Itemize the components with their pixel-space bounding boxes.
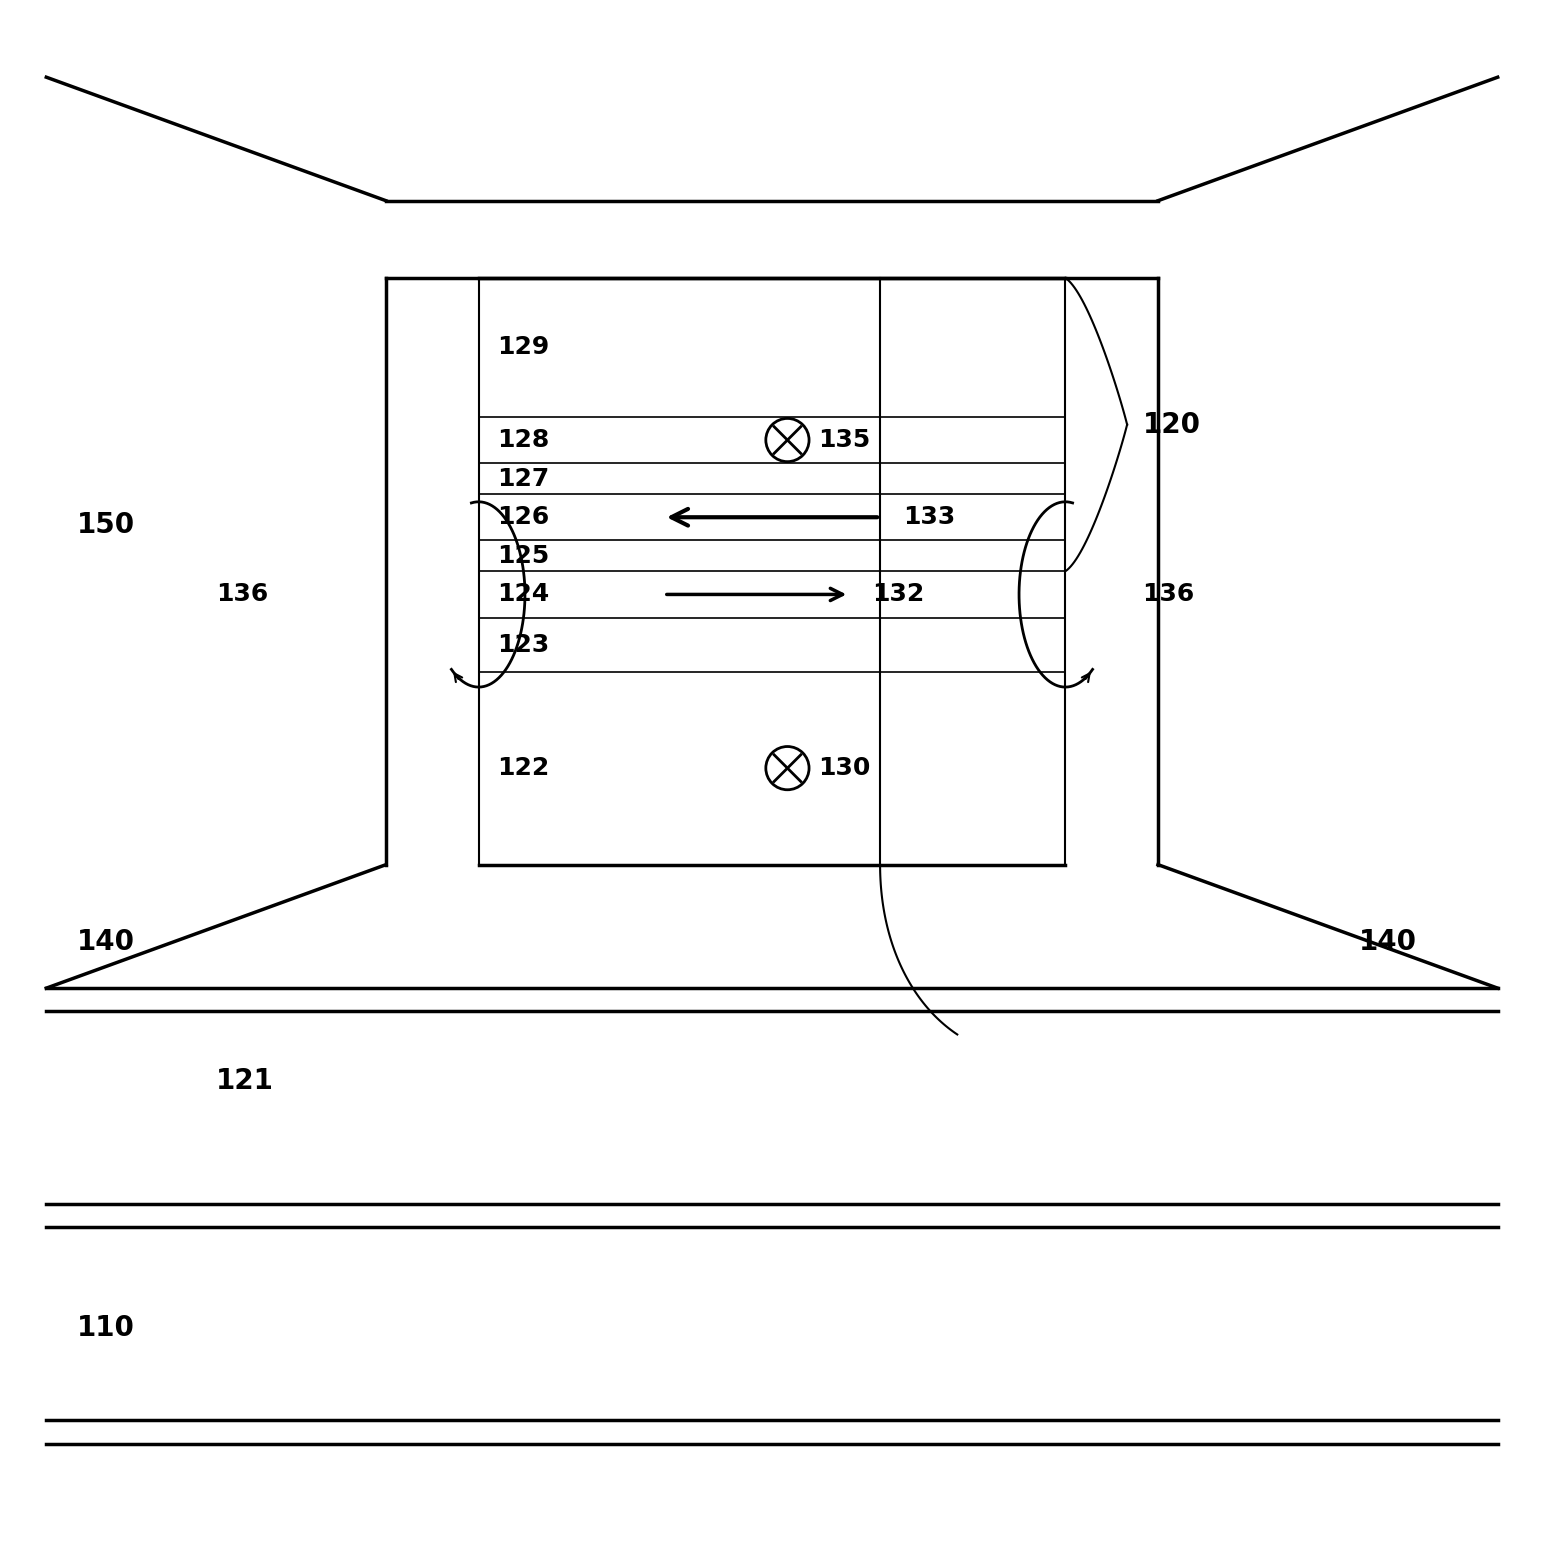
Text: 140: 140 — [77, 928, 136, 956]
Text: 121: 121 — [216, 1067, 273, 1095]
Circle shape — [766, 746, 809, 789]
Text: 136: 136 — [216, 582, 269, 607]
Text: 128: 128 — [497, 428, 550, 452]
Text: 120: 120 — [1143, 411, 1201, 438]
Text: 140: 140 — [1359, 928, 1417, 956]
Text: 124: 124 — [497, 582, 550, 607]
Text: 123: 123 — [497, 633, 550, 656]
Text: 127: 127 — [497, 466, 550, 491]
Text: 135: 135 — [818, 428, 871, 452]
Circle shape — [766, 418, 809, 462]
Text: 129: 129 — [497, 335, 550, 360]
Text: 126: 126 — [497, 505, 550, 530]
Text: 125: 125 — [497, 543, 550, 568]
Text: 110: 110 — [77, 1314, 134, 1342]
Text: 136: 136 — [1143, 582, 1195, 607]
Text: 122: 122 — [497, 757, 550, 780]
Text: 132: 132 — [872, 582, 925, 607]
Text: 150: 150 — [77, 511, 136, 539]
Text: 130: 130 — [818, 757, 871, 780]
Text: 133: 133 — [903, 505, 956, 530]
